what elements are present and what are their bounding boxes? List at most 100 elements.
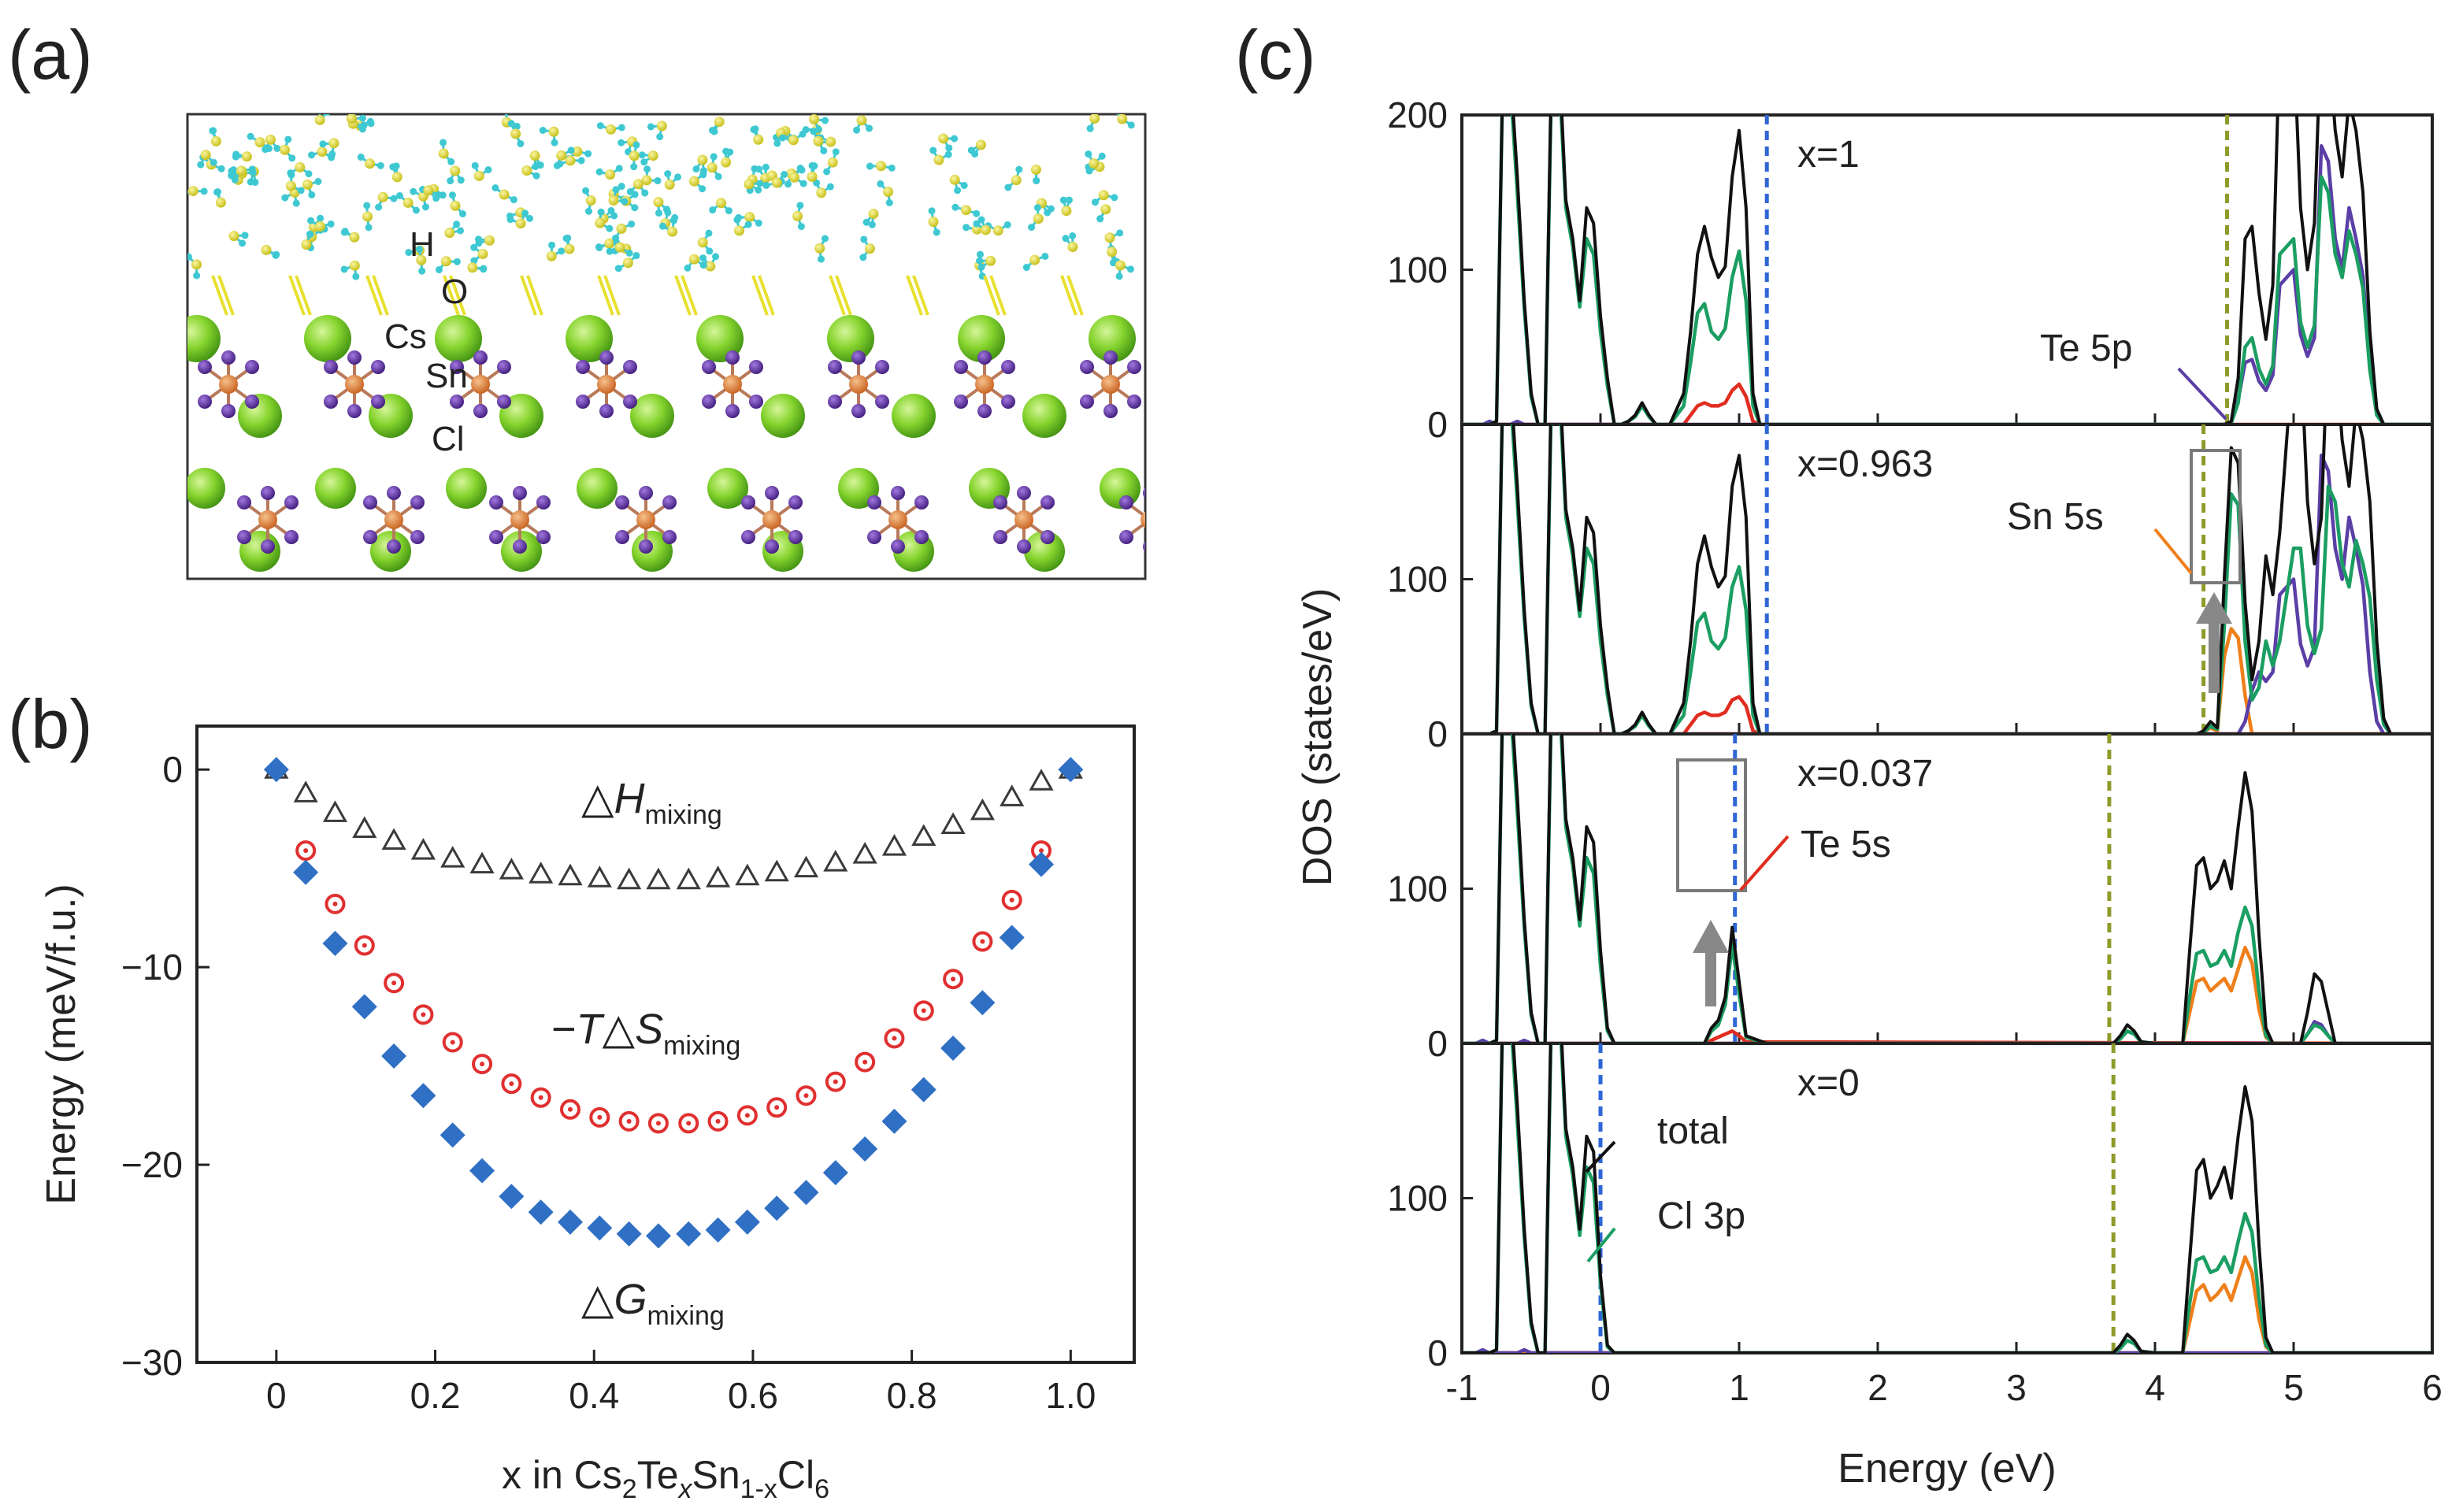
cl-atom [639,539,653,554]
cl-atom [473,350,488,365]
o-atom [215,197,226,208]
h-atom [674,173,682,181]
cl-atom [410,530,425,544]
cs-atom [1024,531,1065,572]
cl-atom [867,530,881,544]
cs-atom [696,315,744,362]
cl-atom [615,530,629,544]
c-xtick-label: 2 [1868,1367,1888,1408]
dg-marker [557,1209,583,1235]
h-atom [392,162,400,170]
tds-marker-dot [833,1079,838,1084]
dos-subpanel-label: x=0.963 [1797,443,1933,485]
dh-marker [705,865,731,888]
panel-a-structure: H O Cs Sn Cl [186,113,1147,580]
o-atom [362,211,373,222]
h-atom [217,165,225,172]
tds-marker-dot [362,943,367,948]
tds-letter: T [577,1006,606,1053]
h-atom [823,168,831,176]
o-atom [1033,213,1044,224]
h-atom [706,247,714,255]
o-atom [771,177,782,188]
cl-atom [363,495,377,510]
atom-field [187,114,1145,572]
h-atom [1033,204,1041,212]
cl-atom [702,395,716,409]
h-atom [762,163,770,171]
h-atom [607,206,615,214]
o-atom [656,120,667,132]
h-atom [562,235,570,243]
dg-marker [911,1077,937,1102]
sn-atom [597,375,616,394]
h-atom [799,180,807,187]
h-atom [664,209,672,217]
dh-sub: mixing [645,800,722,830]
dg-marker [645,1223,671,1249]
c-xtick-label: -1 [1446,1367,1478,1408]
te5s-pointer [1739,835,1790,891]
h-atom [755,165,763,173]
c-ytick-label: 100 [1387,559,1448,600]
h-atom [709,206,717,214]
total-pointer [1585,1140,1616,1173]
cl-atom [765,539,779,554]
dos-subpanel-1: 0 100 x=0.963 Sn 5s [1387,423,2434,754]
dos-line-cl3p [1462,734,2432,1043]
cl-atom [410,495,425,510]
dh-marker [322,800,348,822]
b-xtick-label: 0 [266,1375,287,1416]
h-atom [669,217,677,224]
total-annotation: total [1657,1110,1729,1152]
cl-atom [1017,539,1031,554]
h-atom [712,253,720,261]
cl-atom [1040,495,1055,510]
o-atom [788,135,799,146]
sn-atom [762,510,781,529]
o-atom [816,187,827,198]
cs-atom [435,315,482,362]
cl-atom [1127,360,1141,374]
interface-bond [365,275,383,316]
o-atom [546,250,557,261]
h-atom [630,163,638,171]
o-atom [960,205,971,216]
b-xtick-label: 0.6 [728,1375,778,1416]
o-atom [564,243,575,254]
h-atom [699,167,707,175]
h-atom [1062,235,1070,243]
dh-marker [293,780,318,802]
cl-atom [875,395,889,409]
b-ytick-label: −10 [121,947,183,988]
dh-marker [735,863,760,886]
h-atom [779,134,787,142]
sn-atom [1101,375,1120,394]
o-atom [365,158,376,169]
tds-marker-dot [951,976,956,982]
h-atom [628,220,636,228]
o-atom [975,139,986,150]
o-atom [349,232,360,243]
h-atom [453,258,461,265]
h-atom [796,165,804,172]
h-atom [888,164,896,172]
h-atom [365,224,373,232]
h-atom [951,203,959,211]
h-atom [210,158,217,166]
sn-atom [1141,511,1145,528]
cs-atom [1089,315,1136,362]
xlabel-sub-1: 2 [622,1474,637,1504]
o-atom [529,150,540,161]
h-atom [814,125,822,133]
b-xtick-label: 1.0 [1045,1375,1096,1416]
c-xtick-label: 6 [2422,1367,2442,1408]
cl-atom [749,360,763,374]
xlabel-sub-3: 1-x [740,1474,777,1504]
h-atom [722,147,730,155]
o-atom [715,198,726,209]
o-atom [992,225,1003,236]
cl-atom [788,530,803,544]
dh-marker [1029,769,1054,791]
tds-marker-dot [980,939,985,944]
